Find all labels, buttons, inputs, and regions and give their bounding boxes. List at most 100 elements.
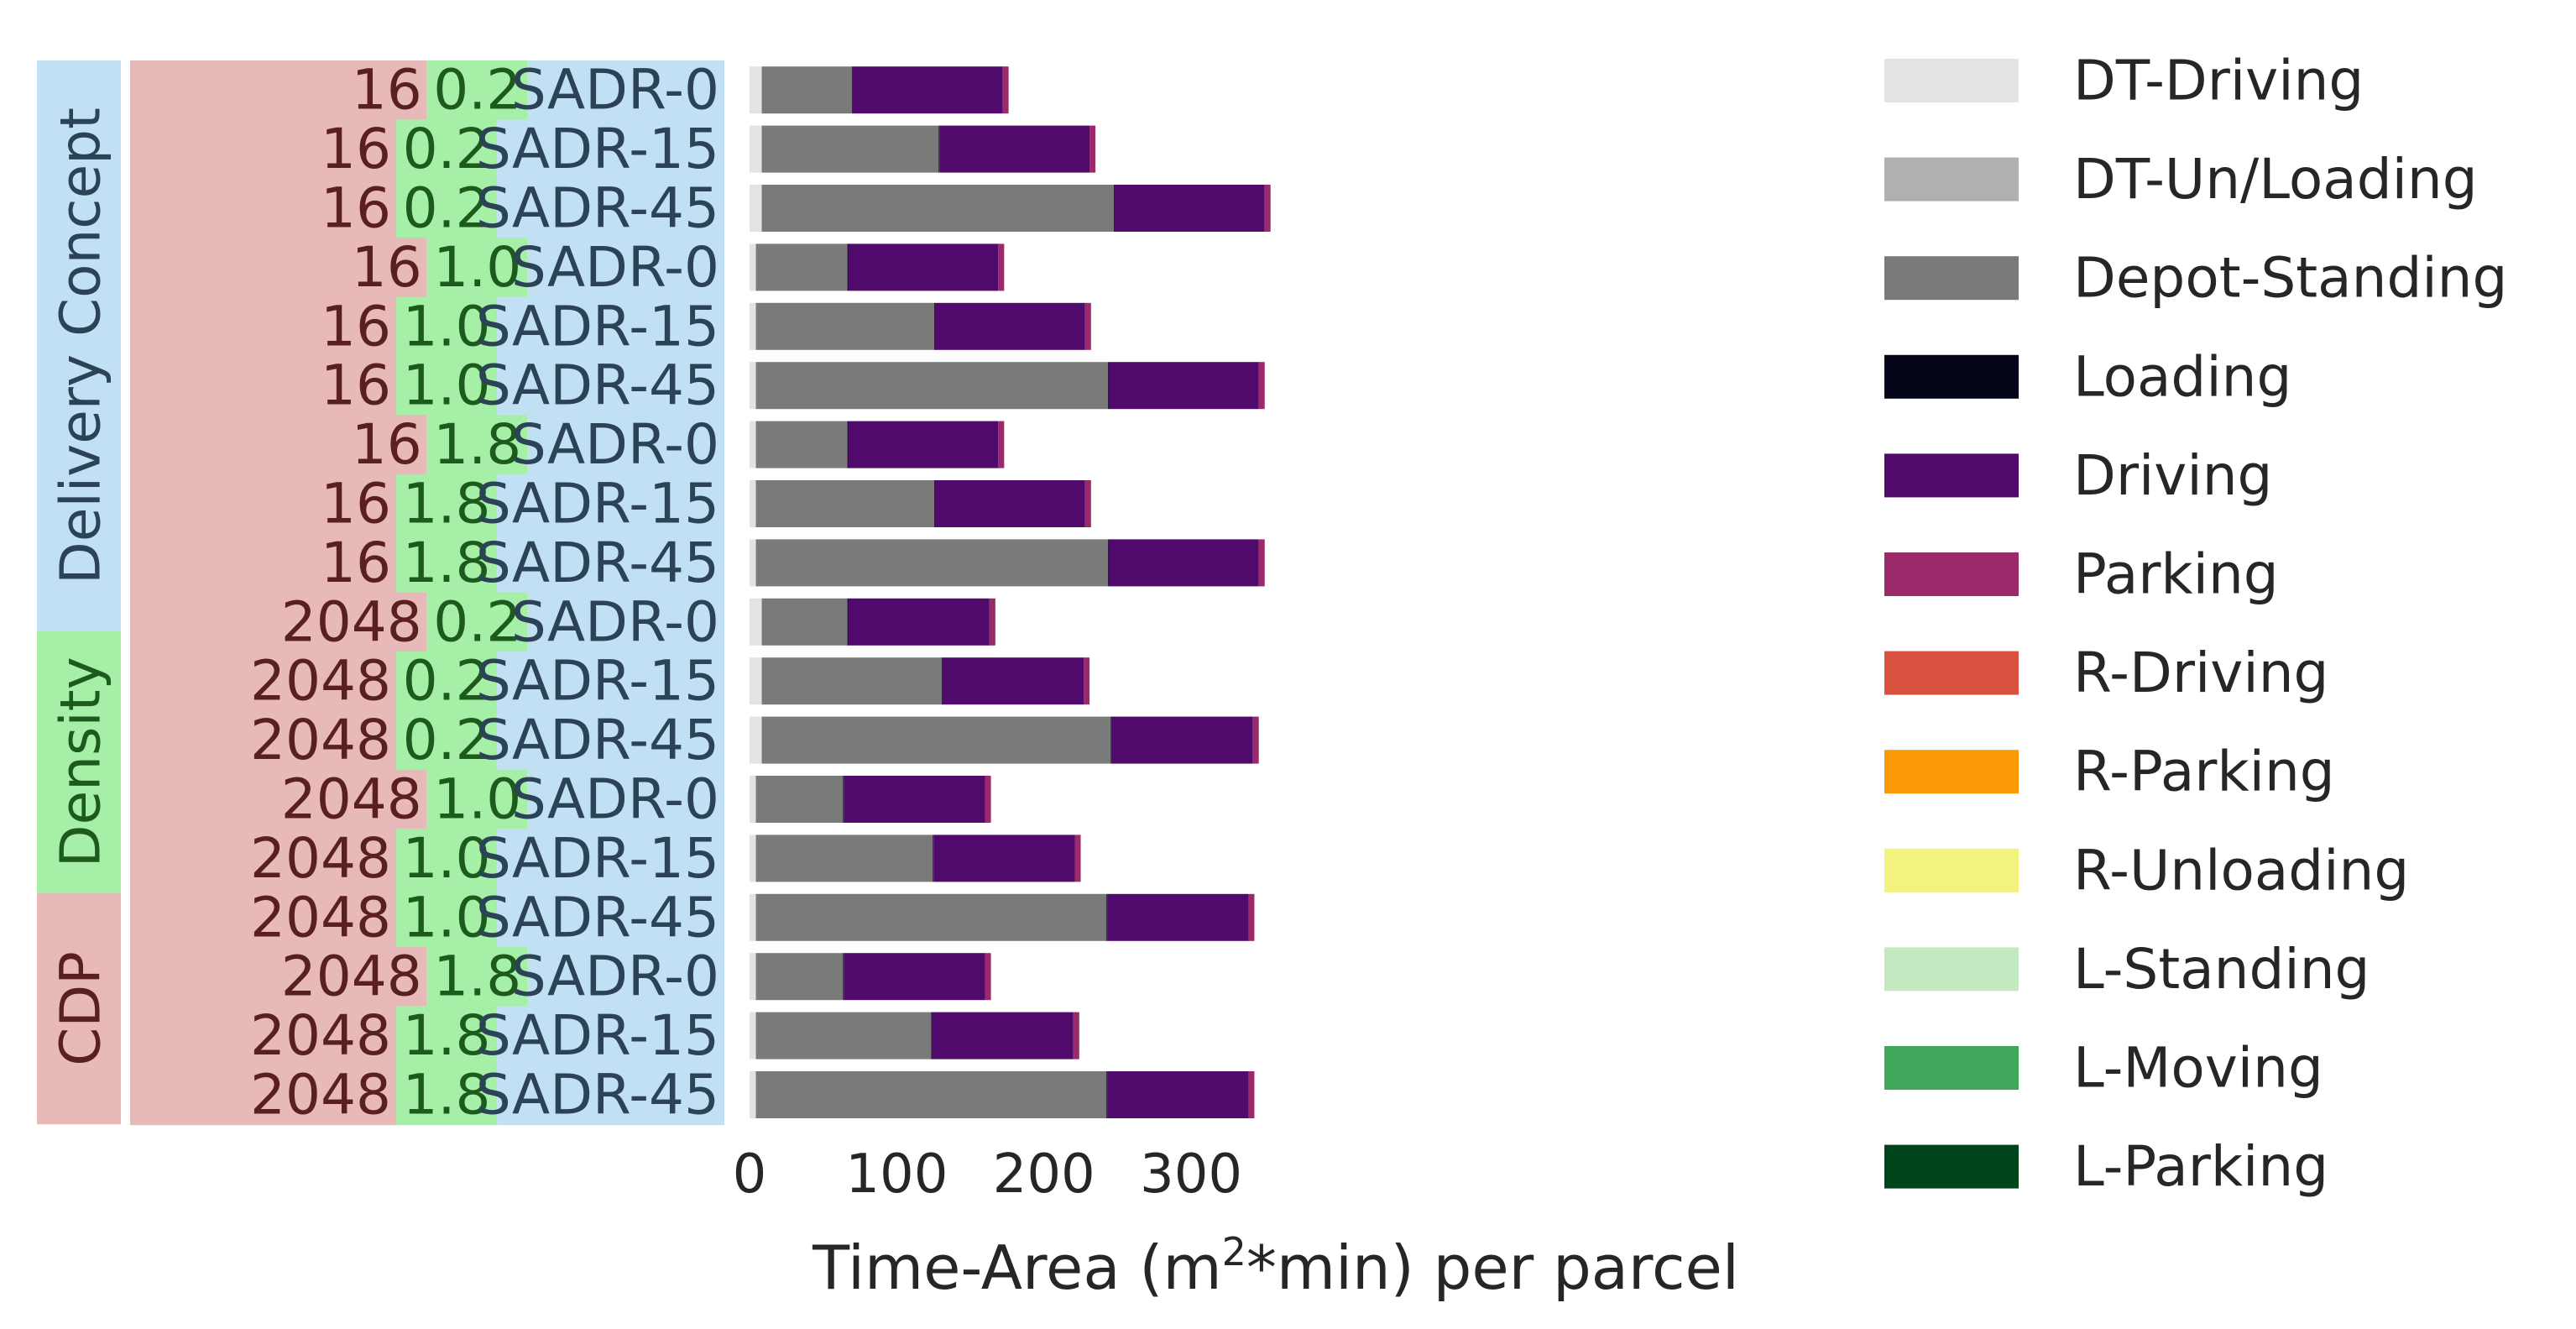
row-label-cdp: 2048 [250,1063,391,1128]
concept-cell [497,829,724,889]
row-label-cdp: 2048 [250,885,391,950]
bar-segment-driving [934,480,1085,527]
cdp-cell [130,533,396,594]
bar-segment-dt-un-loading [761,598,762,646]
bar-segment-depot-standing [755,480,935,527]
cdp-cell [130,710,396,771]
bar-segment-dt-un-loading [755,893,756,941]
bar-segment-dt-un-loading [755,302,756,350]
bar-segment-dt-un-loading [755,953,756,1001]
legend-swatch [1884,651,2019,695]
bar-segment-parking [1074,835,1081,882]
row-label-cdp: 2048 [281,944,422,1009]
density-cell [396,119,498,180]
bar-segment-loading [934,302,935,350]
density-cell [396,533,498,594]
concept-cell [497,1065,724,1126]
density-cell [396,178,498,239]
bar-segment-parking [1258,362,1265,410]
legend-swatch [1884,848,2019,892]
bar-segment-depot-standing [755,776,844,823]
legend-label: Driving [2073,443,2272,508]
bar-segment-parking [1258,539,1265,587]
concept-cell [527,238,724,298]
density-cell [396,296,498,357]
row-label-cdp: 16 [321,472,391,536]
row-label-density: 1.0 [403,294,491,358]
cdp-cell [130,1006,396,1066]
cdp-cell [130,296,396,357]
cdp-cell [130,178,396,239]
cdp-cell [130,1065,396,1126]
row-label-density: 1.0 [403,826,491,891]
bar-segment-dt-driving [750,185,762,232]
bar-segment-driving [848,243,999,291]
bar-segment-dt-un-loading [755,835,756,882]
density-cell [426,592,528,652]
row-label-density: 1.8 [403,1063,491,1128]
bar-segment-depot-standing [755,953,844,1001]
row-label-density: 1.8 [433,944,521,1009]
bar-segment-driving [933,835,1075,882]
bar-segment-parking [1248,893,1255,941]
row-label-cdp: 16 [321,353,391,418]
x-axis-title-superscript: 2 [1222,1229,1246,1274]
bar-segment-depot-standing [755,1012,932,1060]
bar-segment-loading [931,1012,933,1060]
legend-swatch [1884,750,2019,794]
row-label-density: 1.0 [403,885,491,950]
bar-segment-dt-driving [750,362,756,410]
bar-segment-driving [1111,716,1253,764]
bar-segment-parking [1264,185,1271,232]
bar-segment-depot-standing [755,1071,1107,1118]
legend-label: R-Unloading [2073,838,2409,903]
bar-segment-depot-standing [761,657,942,705]
cdp-cell [130,60,427,121]
bar-segment-driving [1114,185,1265,232]
cdp-cell [130,769,427,830]
cdp-cell [130,592,427,652]
bar-segment-dt-driving [750,539,756,587]
concept-cell [527,60,724,121]
concept-cell [527,592,724,652]
row-label-density: 1.8 [433,412,521,477]
bar-segment-dt-un-loading [755,539,756,587]
bar-segment-loading [1107,539,1109,587]
bar-segment-parking [1252,716,1259,764]
bar-segment-loading [1106,1071,1108,1118]
bar-segment-depot-standing [755,243,848,291]
row-label-concept: SADR-15 [476,294,719,358]
density-cell [396,829,498,889]
row-label-density: 1.8 [403,531,491,595]
bar-segment-depot-standing [761,185,1114,232]
bar-segment-depot-standing [761,66,852,114]
row-label-cdp: 2048 [250,826,391,891]
row-label-density: 1.0 [403,353,491,418]
bar-segment-parking [989,598,995,646]
row-label-cdp: 16 [321,176,391,241]
row-label-density: 1.0 [433,767,521,832]
row-label-concept: SADR-0 [511,58,719,123]
cdp-cell [130,829,396,889]
bar-segment-parking [998,421,1005,468]
row-label-concept: SADR-0 [511,589,719,654]
bar-segment-loading [851,66,853,114]
bar-segment-depot-standing [761,125,939,173]
bar-segment-dt-un-loading [755,421,756,468]
bar-segment-loading [847,243,849,291]
bar-segment-dt-un-loading [755,480,756,527]
legend-label: L-Parking [2073,1134,2328,1199]
bar-segment-dt-un-loading [761,66,762,114]
bar-segment-depot-standing [755,539,1108,587]
bar-segment-dt-driving [750,1012,756,1060]
bar-segment-loading [843,953,844,1001]
bar-segment-dt-driving [750,125,762,173]
legend-label: R-Parking [2073,740,2335,804]
bar-segment-dt-un-loading [755,1012,756,1060]
bar-segment-parking [1084,480,1091,527]
concept-cell [497,887,724,948]
row-label-concept: SADR-45 [476,708,719,772]
x-tick-label: 100 [845,1143,948,1206]
row-label-cdp: 16 [352,235,422,300]
